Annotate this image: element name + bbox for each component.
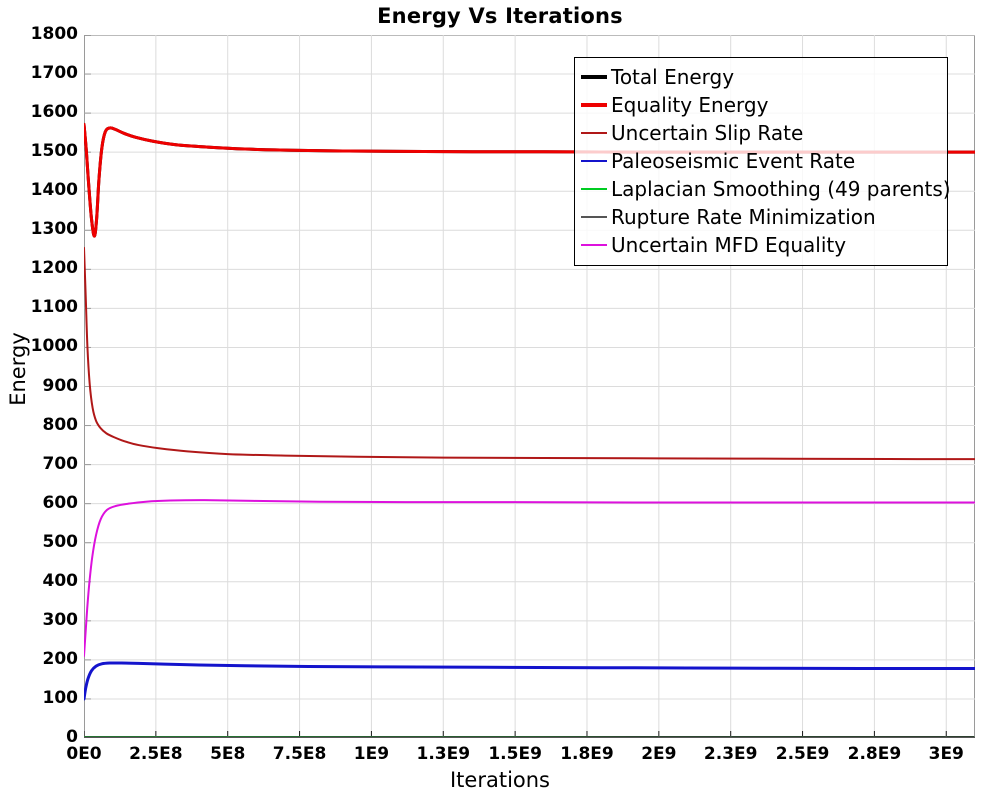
y-tick-label: 200 xyxy=(42,648,79,669)
y-tick-label: 1200 xyxy=(30,258,78,279)
legend-color-swatch xyxy=(581,75,607,79)
x-tick-label: 2.8E9 xyxy=(847,744,902,764)
chart-title: Energy Vs Iterations xyxy=(377,4,623,28)
data-series-group xyxy=(84,122,975,738)
legend[interactable]: Total Energy Equality Energy Uncertain Sli… xyxy=(574,57,951,266)
y-tick-label: 300 xyxy=(42,609,79,630)
legend-item-label: Paleoseismic Event Rate xyxy=(611,149,856,173)
plot-canvas xyxy=(84,35,975,738)
x-tick-label: 2E9 xyxy=(641,744,677,764)
legend-item[interactable]: Uncertain MFD Equality xyxy=(581,231,941,259)
legend-item-label: Equality Energy xyxy=(611,93,769,117)
x-tick-label: 1E9 xyxy=(353,744,390,764)
gridlines xyxy=(84,35,975,738)
x-tick-label: 7.5E8 xyxy=(272,744,327,764)
legend-item-label: Rupture Rate Minimization xyxy=(611,205,876,229)
series-line xyxy=(84,661,975,701)
y-tick-label: 100 xyxy=(42,687,79,708)
y-tick-label: 1500 xyxy=(30,141,78,162)
y-tick-label: 1800 xyxy=(30,24,78,44)
legend-color-swatch xyxy=(581,160,607,162)
y-tick-label: 1400 xyxy=(30,180,78,201)
y-tick-label: 1300 xyxy=(30,219,78,240)
y-tick-label: 0 xyxy=(66,727,78,747)
x-tick-label: 1.5E9 xyxy=(488,744,542,764)
y-tick-label: 1700 xyxy=(30,63,78,84)
legend-item[interactable]: Total Energy xyxy=(581,63,941,91)
legend-color-swatch xyxy=(581,244,607,246)
series-line xyxy=(84,246,975,461)
legend-item[interactable]: Equality Energy xyxy=(581,91,941,119)
y-tick-label: 700 xyxy=(42,453,79,474)
legend-color-swatch xyxy=(581,216,607,218)
x-tick-label: 0E0 xyxy=(66,744,102,764)
legend-color-swatch xyxy=(581,132,607,134)
y-tick-label: 600 xyxy=(42,492,79,513)
legend-item[interactable]: Laplacian Smoothing (49 parents) xyxy=(581,175,951,203)
series-line xyxy=(84,499,975,657)
y-tick-label: 500 xyxy=(42,531,79,552)
x-axis-title: Iterations xyxy=(449,768,551,792)
legend-item[interactable]: Uncertain Slip Rate xyxy=(581,119,941,147)
y-tick-label: 400 xyxy=(42,570,79,591)
legend-color-swatch xyxy=(581,103,607,107)
legend-item-label: Uncertain MFD Equality xyxy=(611,233,847,257)
x-tick-label: 5E8 xyxy=(210,744,246,764)
y-axis-title: Energy xyxy=(6,332,30,406)
x-tick-label: 1.8E9 xyxy=(560,744,614,764)
legend-color-swatch xyxy=(581,188,607,190)
y-tick-label: 1100 xyxy=(30,297,78,318)
legend-item[interactable]: Paleoseismic Event Rate xyxy=(581,147,941,175)
legend-item-label: Uncertain Slip Rate xyxy=(611,121,804,145)
y-axis-tick-labels: 1800 1700 1600 1500 1400 1300 1200 1100 1000 900 8… xyxy=(0,0,78,800)
legend-item-label: Total Energy xyxy=(611,65,735,89)
x-tick-label: 2.5E8 xyxy=(129,744,183,764)
legend-item[interactable]: Rupture Rate Minimization xyxy=(581,203,941,231)
legend-item-label: Laplacian Smoothing (49 parents) xyxy=(611,177,951,201)
y-tick-label: 1600 xyxy=(30,102,78,123)
y-tick-label: 800 xyxy=(42,414,79,435)
x-tick-label: 2.5E9 xyxy=(775,744,830,764)
x-tick-label: 1.3E9 xyxy=(416,744,471,764)
x-tick-label: 3E9 xyxy=(928,744,964,764)
x-tick-label: 2.3E9 xyxy=(703,744,758,764)
y-tick-label: 1000 xyxy=(30,336,78,357)
y-tick-label: 900 xyxy=(42,375,79,396)
